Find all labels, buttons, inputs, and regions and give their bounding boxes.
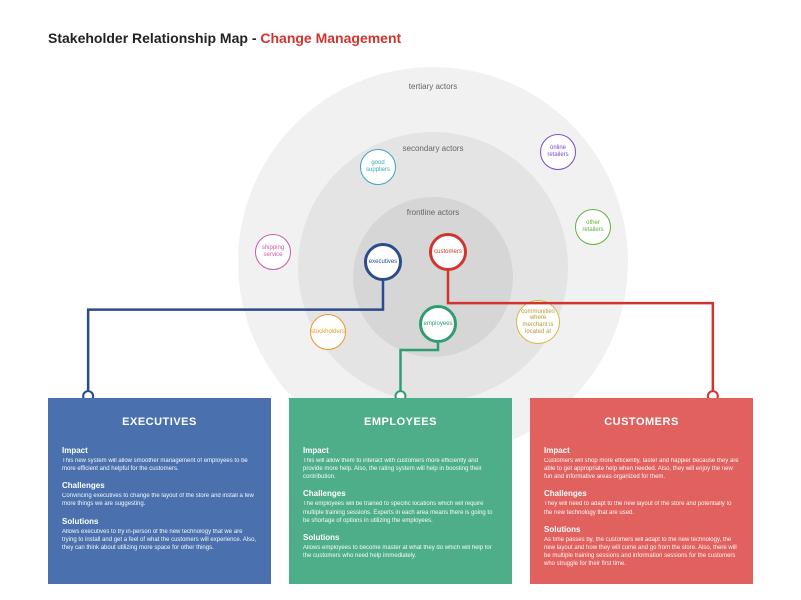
solutions-text: Allows executives to try in-person of th… (62, 528, 257, 552)
ring-label-inner: frontline actors (383, 208, 483, 217)
node-customers: customers (429, 233, 467, 271)
node-stockholders: stockholders (310, 314, 346, 350)
impact-heading: Impact (62, 446, 257, 455)
node-online_retailers: online retailers (540, 134, 576, 170)
impact-text: Customers will shop more efficiently, fa… (544, 457, 739, 481)
challenges-heading: Challenges (303, 489, 498, 498)
panel-employees: EMPLOYEES Impact This will allow them to i… (289, 398, 512, 584)
impact-text: This new system will allow smoother mana… (62, 457, 257, 473)
challenges-text: They will need to adapt to the new layou… (544, 500, 739, 516)
page: Stakeholder Relationship Map - Change Ma… (0, 0, 801, 600)
challenges-heading: Challenges (544, 489, 739, 498)
node-executives: executives (364, 243, 402, 281)
title-part1: Stakeholder Relationship Map - (48, 30, 260, 46)
node-good_suppliers: good suppliers (360, 149, 396, 185)
panel-executives: EXECUTIVES Impact This new system will all… (48, 398, 271, 584)
solutions-text: As time passes by, the customers will ad… (544, 536, 739, 568)
node-label: other retailers (578, 220, 608, 233)
solutions-heading: Solutions (544, 525, 739, 534)
solutions-text: Allows employees to become master at wha… (303, 544, 498, 560)
panel-title: EXECUTIVES (62, 412, 257, 438)
panel-title: EMPLOYEES (303, 412, 498, 438)
solutions-heading: Solutions (303, 533, 498, 542)
node-label: customers (434, 249, 462, 256)
impact-heading: Impact (544, 446, 739, 455)
panel-title: CUSTOMERS (544, 412, 739, 438)
node-label: good suppliers (363, 160, 393, 173)
challenges-text: Convincing executives to change the layo… (62, 492, 257, 508)
ring-label-middle: secondary actors (383, 144, 483, 153)
node-communities: communities where merchant is located at (516, 300, 560, 344)
impact-text: This will allow them to interact with cu… (303, 457, 498, 481)
node-shipping: shipping service (255, 234, 291, 270)
node-label: employees (424, 321, 453, 328)
node-employees: employees (419, 305, 457, 343)
impact-heading: Impact (303, 446, 498, 455)
node-label: online retailers (543, 145, 573, 158)
node-label: communities where merchant is located at (519, 309, 557, 335)
ring-label-outer: tertiary actors (383, 82, 483, 91)
node-label: stockholders (311, 329, 345, 336)
relationship-diagram: tertiary actors secondary actors frontline… (48, 52, 753, 402)
node-other_retailers: other retailers (575, 209, 611, 245)
node-label: shipping service (258, 245, 288, 258)
solutions-heading: Solutions (62, 517, 257, 526)
challenges-text: The employees will be trained to specifi… (303, 500, 498, 524)
panels-row: EXECUTIVES Impact This new system will all… (48, 398, 753, 584)
panel-customers: CUSTOMERS Impact Customers will shop more … (530, 398, 753, 584)
title-part2: Change Management (260, 30, 401, 46)
node-label: executives (369, 259, 397, 266)
challenges-heading: Challenges (62, 481, 257, 490)
page-title: Stakeholder Relationship Map - Change Ma… (48, 30, 753, 46)
